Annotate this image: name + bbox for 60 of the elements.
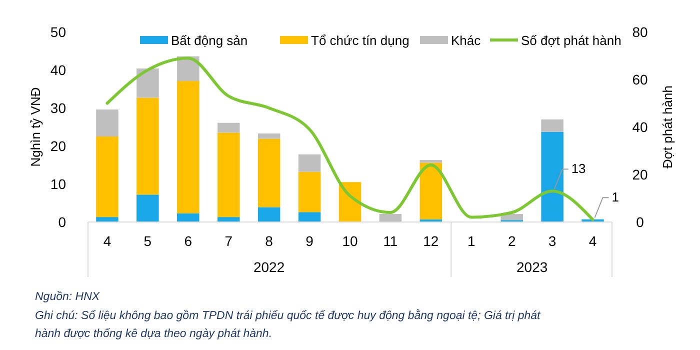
bar [420, 162, 442, 220]
bar [136, 194, 159, 222]
y2-tick-label: 0 [636, 214, 644, 230]
x-tick-label: 6 [184, 233, 192, 249]
y-tick-label: 10 [50, 176, 66, 192]
x-tick-label: 9 [306, 233, 314, 249]
bar [217, 122, 240, 133]
y2-tick-label: 60 [632, 72, 648, 88]
line-series [106, 56, 594, 222]
x-tick-label: 11 [383, 233, 398, 249]
x-tick-label: 4 [588, 233, 597, 249]
text: 2023 [516, 259, 548, 275]
x-tick-label: 7 [224, 233, 233, 249]
y-tick-label: 50 [50, 24, 66, 40]
legend-label: Bất động sản [171, 33, 248, 48]
legend-label: Số đợt phát hành [521, 33, 622, 48]
x-tick-label: 12 [423, 233, 439, 249]
legend-label: Tổ chức tín dụng [311, 33, 410, 48]
x-tick-label: 10 [342, 233, 358, 249]
bar [177, 213, 200, 222]
bar [177, 81, 200, 214]
y2-tick-label: 80 [632, 24, 648, 40]
bar [379, 214, 402, 222]
x-tick-label: 2 [508, 233, 516, 249]
y2-axis-title: Đợt phát hành [660, 86, 675, 168]
bar [217, 217, 240, 222]
y2-tick-label: 40 [632, 119, 648, 135]
x-tick-label: 3 [548, 233, 556, 249]
bar [258, 138, 280, 208]
bar [258, 133, 280, 139]
text: Ghi chú: Số liệu không bao gồm TPDN trái phiếu quốc tế được huy động bằng ngoại tệ; Giá trị phát hành được thống kê dựa theo ngày phát hành. [35, 309, 542, 340]
bar [96, 110, 118, 136]
text: 2022 [253, 259, 285, 275]
bar [217, 132, 240, 218]
y-axis-title: Nghìn tỷ VNĐ [28, 87, 43, 167]
bar [136, 98, 159, 195]
bar [96, 136, 118, 218]
data-label: 13 [571, 161, 586, 176]
bar [541, 132, 564, 222]
x-tick-label: 8 [265, 233, 274, 249]
y-tick-label: 40 [50, 62, 66, 78]
bar [298, 154, 321, 172]
x-tick-label: 1 [467, 233, 476, 249]
bar [420, 160, 442, 163]
bar [298, 172, 321, 212]
bar [541, 119, 564, 132]
bar [136, 68, 159, 98]
y-tick-label: 20 [50, 138, 66, 154]
x-tick-label: 5 [144, 233, 152, 249]
text: Nguồn: HNX [35, 291, 101, 303]
bar [258, 207, 280, 222]
legend-label: Khác [451, 33, 482, 48]
x-tick-label: 4 [103, 233, 112, 249]
bar [298, 212, 321, 222]
bar [500, 214, 523, 220]
data-label: 1 [612, 190, 620, 205]
y2-tick-label: 20 [632, 166, 648, 182]
bar [96, 217, 118, 222]
y-tick-label: 0 [58, 214, 66, 230]
y-tick-label: 30 [50, 100, 66, 116]
